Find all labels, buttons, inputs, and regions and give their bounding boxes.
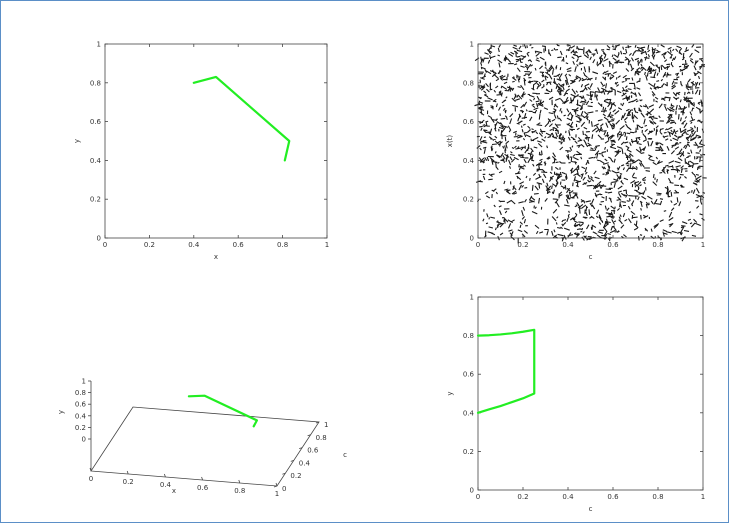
- panel-xy-x-tick-label: 0.8: [277, 241, 288, 249]
- panel-ct-x-tick-label: 0.4: [562, 241, 574, 249]
- panel-cy-series-line: [476, 328, 536, 414]
- chaos-scatter-strokes: [474, 43, 707, 244]
- panel-3d-x-tick-label: 0.2: [123, 478, 134, 486]
- panel-3d-x-tick: [126, 470, 129, 475]
- panel-cy-y-tick-label: 0.6: [463, 371, 475, 379]
- panel-xy-x-tick-label: 0.2: [144, 241, 155, 249]
- panel-ct-plot-border: [477, 43, 704, 239]
- panel-cy-y-tick-label: 0.4: [463, 409, 475, 417]
- panel-xy-y-tick-label: 1: [97, 41, 101, 49]
- panel-3d-c-tick: [315, 421, 320, 424]
- panel-ct-y-tick-label: 1: [470, 41, 474, 49]
- panel-xy-x-tick-label: 0.4: [188, 241, 200, 249]
- panel-3d-c-tick: [282, 472, 286, 475]
- panel-3d-c-tick-label: 0: [282, 485, 286, 493]
- panel-ct-y-tick-label: 0: [470, 235, 474, 243]
- panel-cy-x-tick-label: 0.4: [562, 493, 574, 501]
- panel-xy-x-tick-label: 0: [103, 241, 107, 249]
- panel-3d-x-tick: [201, 476, 203, 481]
- panel-cy-y-axis-label: y: [446, 391, 454, 395]
- panel-ct-y-tick-label: 0.2: [463, 196, 474, 204]
- panel-3d-y-tick-label: 1: [82, 378, 86, 386]
- panel-3d-y-axis-label: y: [57, 410, 65, 414]
- panel-ct-x-tick-label: 0: [476, 241, 480, 249]
- panel-3d-c-tick-label: 0.6: [307, 447, 319, 455]
- panel-3d: 0 0.2 0.4 0.6 0.8 1 y 0 0.2 0.4 0.6 0.8 1 x 0 0.2 0.4 0.6…: [57, 378, 347, 499]
- panel-ct-x-tick-label: 0.2: [517, 241, 528, 249]
- panel-3d-c-tick: [299, 447, 303, 449]
- panel-ct-x-tick-label: 0.6: [607, 241, 619, 249]
- panel-cy-y-tick-label: 0.8: [463, 332, 474, 340]
- panel-xy-y-tick-label: 0.6: [90, 118, 102, 126]
- panel-cy-plot-border: [477, 296, 704, 491]
- panel-3d-y-tick-label: 0: [82, 436, 86, 444]
- panel-cy-x-tick-label: 0: [476, 493, 480, 501]
- panel-3d-x-tick: [89, 467, 92, 472]
- panel-3d-c-tick: [307, 434, 311, 437]
- panel-3d-x-tick-label: 0.6: [197, 484, 209, 492]
- panel-ct-y-axis-label: x(t): [446, 135, 454, 148]
- panel-3d-y-tick-label: 0.4: [75, 412, 87, 420]
- panel-3d-y-tick-label: 0.2: [75, 424, 86, 432]
- panel-3d-series-line: [187, 394, 258, 428]
- panel-xy-plot-border: [104, 43, 328, 239]
- panel-ct-y-tick-label: 0.8: [463, 79, 474, 87]
- panel-xy-y-tick-label: 0.4: [90, 157, 102, 165]
- panel-cy-y-tick-label: 1: [470, 294, 474, 302]
- panel-xy-x-tick-label: 1: [325, 241, 329, 249]
- panel-3d-y-tick-label: 0.6: [75, 401, 87, 409]
- panel-3d-x-tick: [275, 482, 278, 487]
- panel-3d-c-tick-label: 0.2: [290, 472, 301, 480]
- chaos-scatter-points: [474, 43, 707, 244]
- panel-cy-x-axis-label: c: [589, 505, 593, 513]
- panel-3d-c-axis-label: c: [343, 451, 347, 459]
- panel-ct-x-tick-label: 0.8: [652, 241, 663, 249]
- panel-cy-x-tick-label: 1: [701, 493, 705, 501]
- panel-ct-x-tick-label: 1: [701, 241, 705, 249]
- panel-3d-c-tick: [290, 460, 294, 462]
- panel-3d-x-tick: [238, 479, 241, 484]
- panel-3d-x-tick-label: 0: [89, 475, 93, 483]
- panel-cy: 0 0.2 0.4 0.6 0.8 1 0 0.2 0.4 0.6 0.8 1 c y: [446, 294, 705, 514]
- panel-cy-x-tick-label: 0.2: [517, 493, 528, 501]
- panel-3d-x-tick: [164, 473, 166, 478]
- panel-3d-x-tick-label: 0.8: [234, 487, 245, 495]
- panel-3d-x-axis-label: x: [172, 487, 176, 495]
- panel-xy-series-line: [192, 75, 291, 162]
- panel-ct: 0 0.2 0.4 0.6 0.8 1 0 0.2 0.4 0.6 0.8 1 c x(t): [446, 41, 707, 261]
- panel-3d-c-tick-label: 1: [324, 421, 328, 429]
- panel-cy-y-tick-label: 0.2: [463, 448, 474, 456]
- panel-3d-x-tick-label: 0.4: [160, 481, 172, 489]
- panel-ct-y-tick-label: 0.6: [463, 118, 475, 126]
- panel-ct-y-tick-label: 0.4: [463, 157, 475, 165]
- panel-cy-x-tick-label: 0.6: [607, 493, 619, 501]
- panel-3d-x-tick-label: 1: [275, 490, 279, 498]
- panel-xy-y-tick-label: 0.8: [90, 79, 101, 87]
- panel-xy-y-tick-label: 0: [97, 235, 101, 243]
- panel-xy-x-tick-label: 0.6: [233, 241, 245, 249]
- panel-cy-y-tick-label: 0: [470, 487, 474, 495]
- panel-3d-y-tick-label: 0.8: [75, 389, 86, 397]
- panel-ct-x-axis-label: c: [589, 253, 593, 261]
- panel-3d-c-tick-label: 0.8: [316, 434, 327, 442]
- panel-xy: 0 0.2 0.4 0.6 0.8 1 0 0.2 0.4 0.6 0.8 1 x y: [73, 41, 329, 262]
- panel-3d-c-tick: [273, 485, 278, 488]
- panel-xy-y-axis-label: y: [73, 139, 81, 143]
- panel-xy-y-tick-label: 0.2: [90, 196, 101, 204]
- panel-3d-c-tick-label: 0.4: [299, 459, 311, 467]
- panel-xy-x-axis-label: x: [214, 253, 218, 261]
- panel-cy-x-tick-label: 0.8: [652, 493, 663, 501]
- panel-3d-base-plane: [90, 406, 320, 487]
